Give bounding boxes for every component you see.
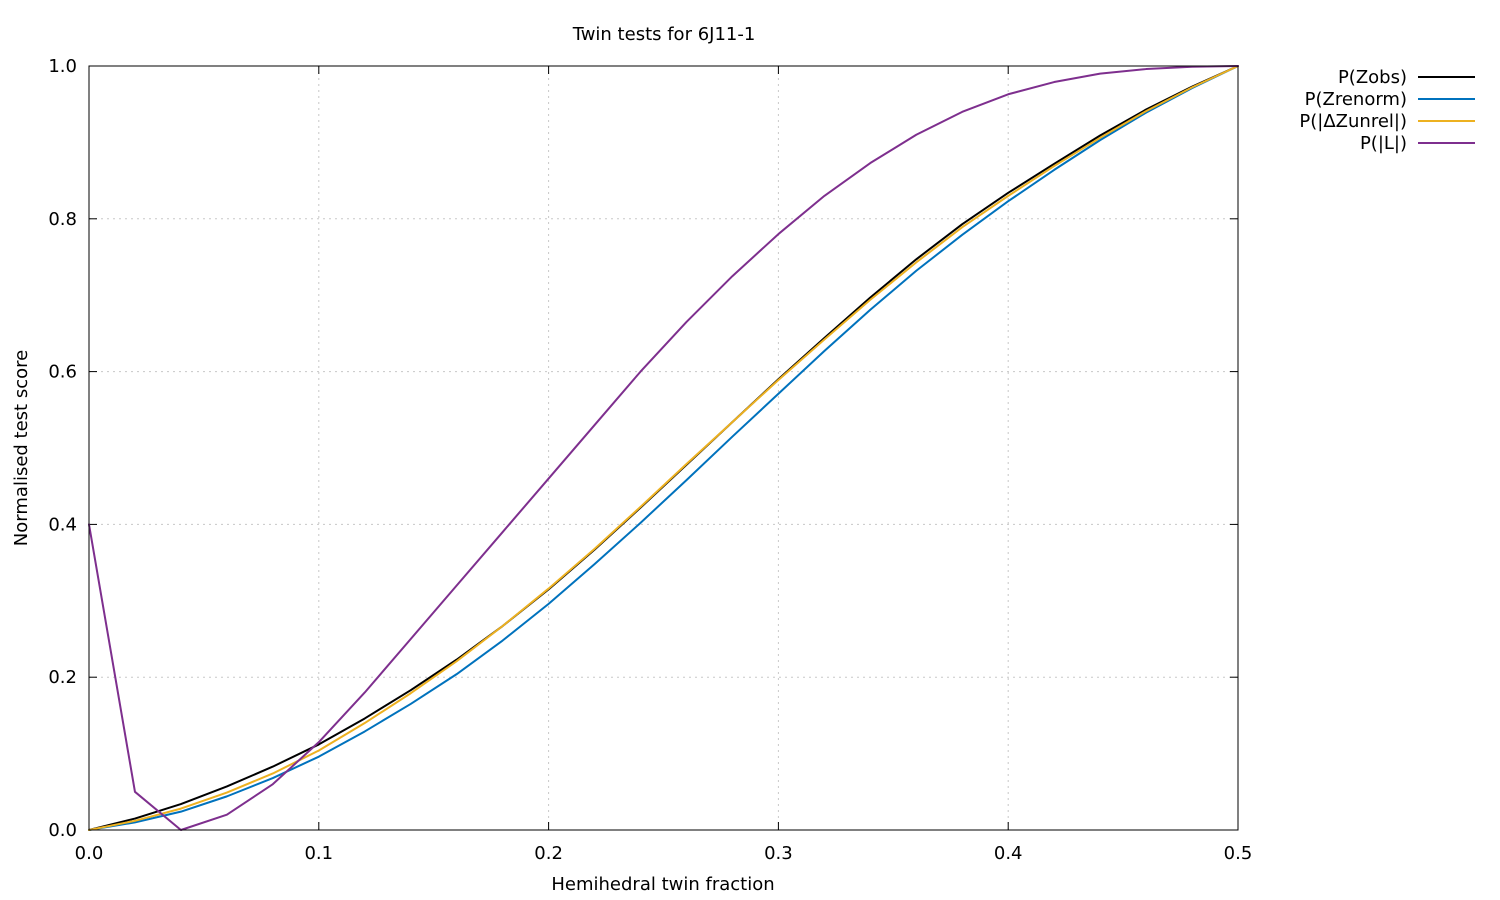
series-lines — [88, 65, 1239, 831]
x-tick-label: 0.3 — [764, 843, 793, 864]
y-tick-label: 0.2 — [48, 667, 77, 688]
plot-frame — [88, 65, 1239, 831]
legend-label-1: P(Zobs) — [1338, 67, 1407, 88]
series-line-2 — [88, 65, 1239, 831]
x-tick-label: 0.4 — [994, 843, 1023, 864]
series-line-3 — [88, 65, 1239, 831]
tick-labels: 0.0 0.1 0.2 0.3 0.4 0.5 0.0 0.2 0.4 0.6 0.8 1.0 — [48, 56, 1252, 864]
y-tick-label: 0.6 — [48, 362, 77, 383]
y-tick-label: 0.8 — [48, 209, 77, 230]
axis-ticks — [88, 65, 1239, 831]
x-tick-label: 0.0 — [75, 843, 104, 864]
x-axis-label: Hemihedral twin fraction — [551, 874, 774, 895]
x-tick-label: 0.5 — [1224, 843, 1253, 864]
y-tick-label: 0.0 — [48, 820, 77, 841]
grid-lines — [89, 66, 1238, 830]
x-tick-label: 0.2 — [534, 843, 563, 864]
y-axis-label: Normalised test score — [11, 350, 32, 546]
series-line-4 — [88, 65, 1239, 831]
legend-label-3: P(|ΔZunrel|) — [1299, 111, 1407, 132]
legend-label-2: P(Zrenorm) — [1305, 89, 1407, 110]
y-tick-label: 1.0 — [48, 56, 77, 77]
legend-label-4: P(|L|) — [1360, 133, 1407, 154]
y-tick-label: 0.4 — [48, 514, 77, 535]
chart-title: Twin tests for 6J11-1 — [572, 24, 756, 45]
legend: P(Zobs)P(Zrenorm)P(|ΔZunrel|)P(|L|) — [1299, 67, 1475, 154]
x-tick-label: 0.1 — [304, 843, 333, 864]
series-line-1 — [88, 65, 1239, 831]
